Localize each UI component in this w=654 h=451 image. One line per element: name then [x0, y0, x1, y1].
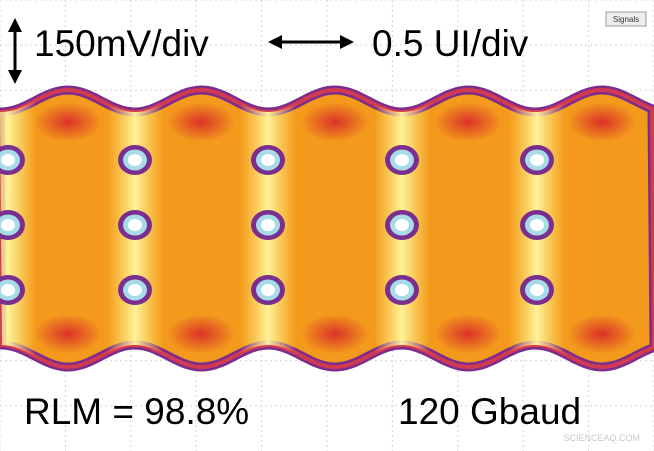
eye-center	[395, 154, 409, 166]
eye-center	[1, 219, 15, 231]
baud-rate-label: 120 Gbaud	[398, 391, 581, 432]
eye-center	[530, 219, 544, 231]
eye-center	[261, 154, 275, 166]
eye-center	[1, 284, 15, 296]
eye-center	[530, 284, 544, 296]
eye-center	[128, 154, 142, 166]
eye-band	[0, 85, 654, 372]
band-fill	[0, 90, 636, 367]
vertical-arrow-heads	[8, 18, 22, 84]
horizontal-scale: 0.5 UI/div	[372, 23, 529, 64]
eye-openings	[0, 145, 554, 305]
eye-center	[128, 219, 142, 231]
dense-blob	[434, 102, 502, 142]
dense-blob	[301, 102, 369, 142]
dense-blob	[568, 314, 636, 354]
signals-button-label[interactable]: Signals	[613, 15, 639, 24]
eye-center	[128, 284, 142, 296]
dense-blob	[568, 102, 636, 142]
dense-blob	[301, 314, 369, 354]
eye-center	[261, 219, 275, 231]
signals-button[interactable]	[605, 11, 647, 27]
band-edge-inner	[0, 87, 654, 370]
eye-center	[530, 154, 544, 166]
dense-blob	[434, 314, 502, 354]
watermark: SCIENCEAQ.COM	[563, 433, 640, 443]
eye-center	[261, 284, 275, 296]
dense-blob	[167, 314, 235, 354]
dense-blob	[167, 102, 235, 142]
eye-center	[395, 284, 409, 296]
dense-blob	[34, 102, 102, 142]
dense-blob	[34, 314, 102, 354]
eye-center	[395, 219, 409, 231]
eye-center	[1, 154, 15, 166]
rlm-label: RLM = 98.8%	[24, 391, 249, 432]
vertical-scale: 150mV/div	[34, 23, 209, 64]
